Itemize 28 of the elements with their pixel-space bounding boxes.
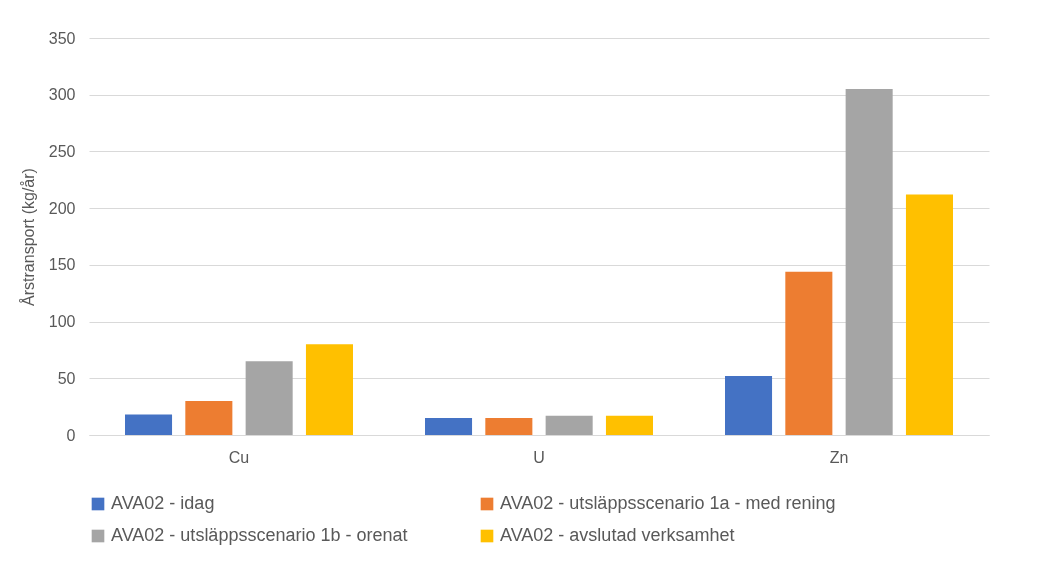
legend-label: AVA02 - idag bbox=[111, 493, 215, 513]
legend-label: AVA02 - utsläppsscenario 1b - orenat bbox=[111, 525, 408, 545]
x-tick-label: Zn bbox=[829, 448, 849, 466]
y-tick-label: 150 bbox=[48, 256, 76, 274]
bar bbox=[485, 417, 533, 435]
bar bbox=[305, 344, 353, 435]
bar bbox=[425, 417, 473, 435]
y-tick-label: 350 bbox=[48, 29, 76, 47]
legend-label: AVA02 - avslutad verksamhet bbox=[500, 525, 735, 545]
bar bbox=[725, 376, 773, 435]
legend-label: AVA02 - utsläppsscenario 1a - med rening bbox=[500, 493, 836, 513]
bar bbox=[545, 415, 593, 435]
bar bbox=[125, 414, 173, 435]
bar bbox=[245, 361, 293, 435]
y-tick-label: 300 bbox=[48, 86, 76, 104]
y-axis-title: Årstransport (kg/år) bbox=[18, 168, 37, 306]
x-tick-label: Cu bbox=[228, 448, 250, 466]
bar bbox=[785, 271, 833, 435]
y-tick-label: 200 bbox=[48, 199, 76, 217]
bar bbox=[185, 400, 233, 435]
bar bbox=[905, 194, 953, 435]
x-tick-label: U bbox=[533, 448, 545, 466]
y-tick-label: 250 bbox=[48, 142, 76, 160]
bar bbox=[845, 89, 893, 435]
y-tick-label: 100 bbox=[48, 313, 76, 331]
y-tick-label: 50 bbox=[57, 369, 76, 387]
y-tick-label: 0 bbox=[66, 426, 76, 444]
bar bbox=[605, 415, 653, 435]
